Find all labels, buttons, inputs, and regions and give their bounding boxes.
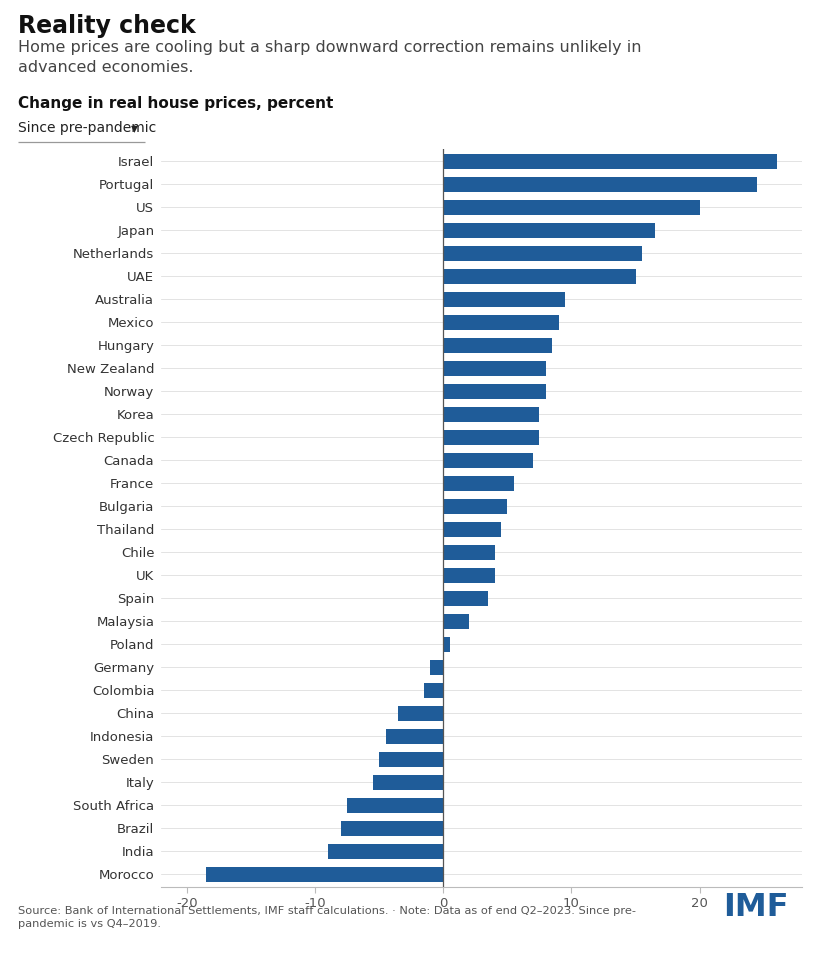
Bar (443, 361, 546, 376)
Bar (341, 821, 443, 836)
Bar (443, 591, 488, 606)
Bar (373, 775, 443, 790)
Bar (380, 752, 443, 767)
Bar (443, 338, 552, 353)
Bar (443, 430, 539, 445)
Text: Source: Bank of International Settlements, IMF staff calculations. · Note: Data : Source: Bank of International Settlement… (18, 906, 636, 929)
Bar (443, 522, 501, 537)
Bar (443, 269, 636, 284)
Bar (443, 545, 495, 560)
Bar (443, 315, 559, 330)
Bar (443, 499, 508, 514)
Bar (431, 660, 443, 675)
Text: Change in real house prices, percent: Change in real house prices, percent (18, 96, 333, 111)
Bar (424, 683, 443, 698)
Bar (443, 407, 539, 422)
Bar (443, 384, 546, 399)
Bar (443, 453, 533, 468)
Text: Since pre-pandemic: Since pre-pandemic (18, 121, 156, 135)
Bar (443, 176, 758, 192)
Bar (443, 246, 642, 261)
Bar (443, 614, 469, 629)
Bar (443, 476, 514, 491)
Bar (347, 798, 443, 813)
Bar (385, 729, 443, 744)
Text: Home prices are cooling but a sharp downward correction remains unlikely in
adva: Home prices are cooling but a sharp down… (18, 40, 642, 75)
Bar (443, 637, 450, 652)
Bar (443, 153, 777, 169)
Bar (399, 706, 443, 721)
Bar (328, 844, 443, 859)
Text: ▾: ▾ (131, 121, 137, 135)
Bar (443, 199, 700, 215)
Bar (443, 222, 655, 238)
Bar (206, 867, 443, 882)
Bar (443, 568, 495, 583)
Bar (443, 292, 565, 307)
Text: IMF: IMF (724, 892, 789, 923)
Text: Reality check: Reality check (18, 14, 196, 38)
